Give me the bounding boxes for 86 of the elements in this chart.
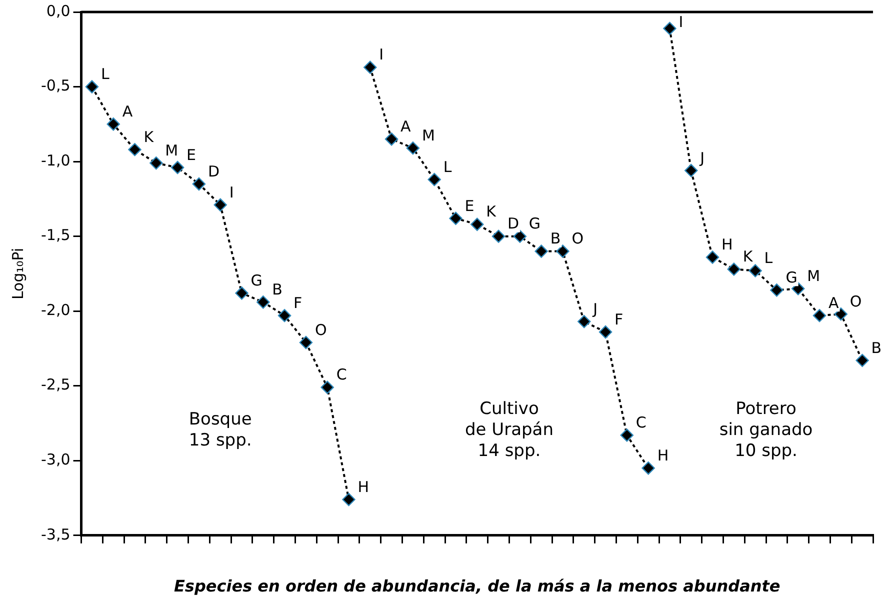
data-label: K: [486, 202, 498, 221]
data-label: E: [464, 196, 474, 215]
data-label: H: [358, 478, 370, 496]
data-label: B: [550, 230, 561, 248]
data-label: J: [592, 300, 598, 318]
point: [642, 462, 655, 475]
point: [748, 264, 762, 278]
point: [128, 142, 142, 156]
point: [578, 314, 591, 328]
data-label: J: [699, 148, 705, 167]
point: [85, 80, 99, 94]
annotation: Bosque 13 spp.: [188, 410, 252, 451]
point: [214, 198, 227, 212]
data-label: G: [528, 214, 541, 233]
y-tick-label: -2,5: [40, 376, 70, 394]
point: [770, 284, 784, 297]
point: [663, 22, 676, 36]
point: [449, 212, 462, 225]
data-label: A: [122, 102, 134, 121]
data-label: G: [786, 268, 798, 287]
data-label: C: [636, 414, 646, 432]
data-label: I: [379, 46, 384, 64]
y-axis-title: Log₁₀Pi: [8, 248, 27, 300]
point: [706, 250, 720, 264]
point: [856, 354, 869, 368]
data-label: C: [336, 366, 347, 384]
data-label: L: [443, 158, 452, 176]
point: [106, 118, 120, 131]
data-label: H: [722, 236, 733, 254]
point: [299, 336, 313, 350]
point: [620, 428, 634, 442]
data-label: O: [572, 230, 584, 248]
x-axis-title: Especies en orden de abundancia, de la más a la menos abundante: [174, 576, 780, 596]
data-label: A: [828, 294, 840, 312]
point: [235, 286, 248, 300]
data-label: M: [165, 141, 178, 160]
data-label: D: [208, 162, 220, 180]
data-label: K: [144, 128, 155, 146]
data-label: E: [186, 146, 196, 164]
y-tick-label: -1,0: [40, 151, 70, 170]
data-label: F: [294, 294, 302, 312]
point: [192, 177, 206, 191]
data-label: M: [807, 267, 820, 286]
y-tick-label: -3,5: [40, 525, 70, 544]
data-label: F: [614, 310, 624, 328]
y-tick-label: -2,0: [40, 300, 70, 319]
point: [684, 164, 698, 178]
point: [364, 60, 377, 74]
point: [812, 308, 826, 322]
point: [556, 244, 570, 258]
data-label: H: [657, 446, 669, 464]
point: [428, 172, 441, 186]
data-label: I: [678, 12, 684, 31]
point: [278, 308, 292, 322]
data-label: I: [229, 183, 234, 202]
point: [534, 244, 548, 258]
data-label: D: [508, 214, 520, 233]
data-label: O: [850, 292, 862, 310]
data-label: G: [250, 272, 262, 290]
data-label: B: [871, 338, 882, 357]
data-label: L: [764, 249, 774, 268]
point: [406, 141, 420, 155]
data-label: K: [742, 248, 754, 266]
y-tick-label: 0,0: [46, 2, 70, 20]
point: [834, 307, 848, 321]
point: [170, 160, 184, 174]
y-tick-label: -0,5: [40, 76, 70, 95]
data-label: A: [400, 118, 412, 136]
point: [342, 492, 356, 506]
data-label: M: [422, 126, 435, 144]
annotation: Potrero sin ganado 10 spp.: [719, 399, 813, 462]
point: [598, 325, 612, 339]
point: [513, 230, 527, 243]
point: [320, 380, 334, 394]
point: [256, 296, 270, 309]
y-tick-label: -3,0: [40, 450, 70, 469]
point: [492, 230, 506, 243]
point: [470, 218, 484, 231]
point: [150, 156, 163, 170]
annotation: Cultivo de Urapán 14 spp.: [464, 399, 554, 462]
data-label: B: [272, 280, 282, 299]
y-tick-label: -1,5: [40, 226, 70, 244]
point: [384, 132, 398, 146]
data-label: O: [314, 320, 327, 339]
point: [727, 262, 741, 276]
data-label: L: [100, 65, 110, 84]
